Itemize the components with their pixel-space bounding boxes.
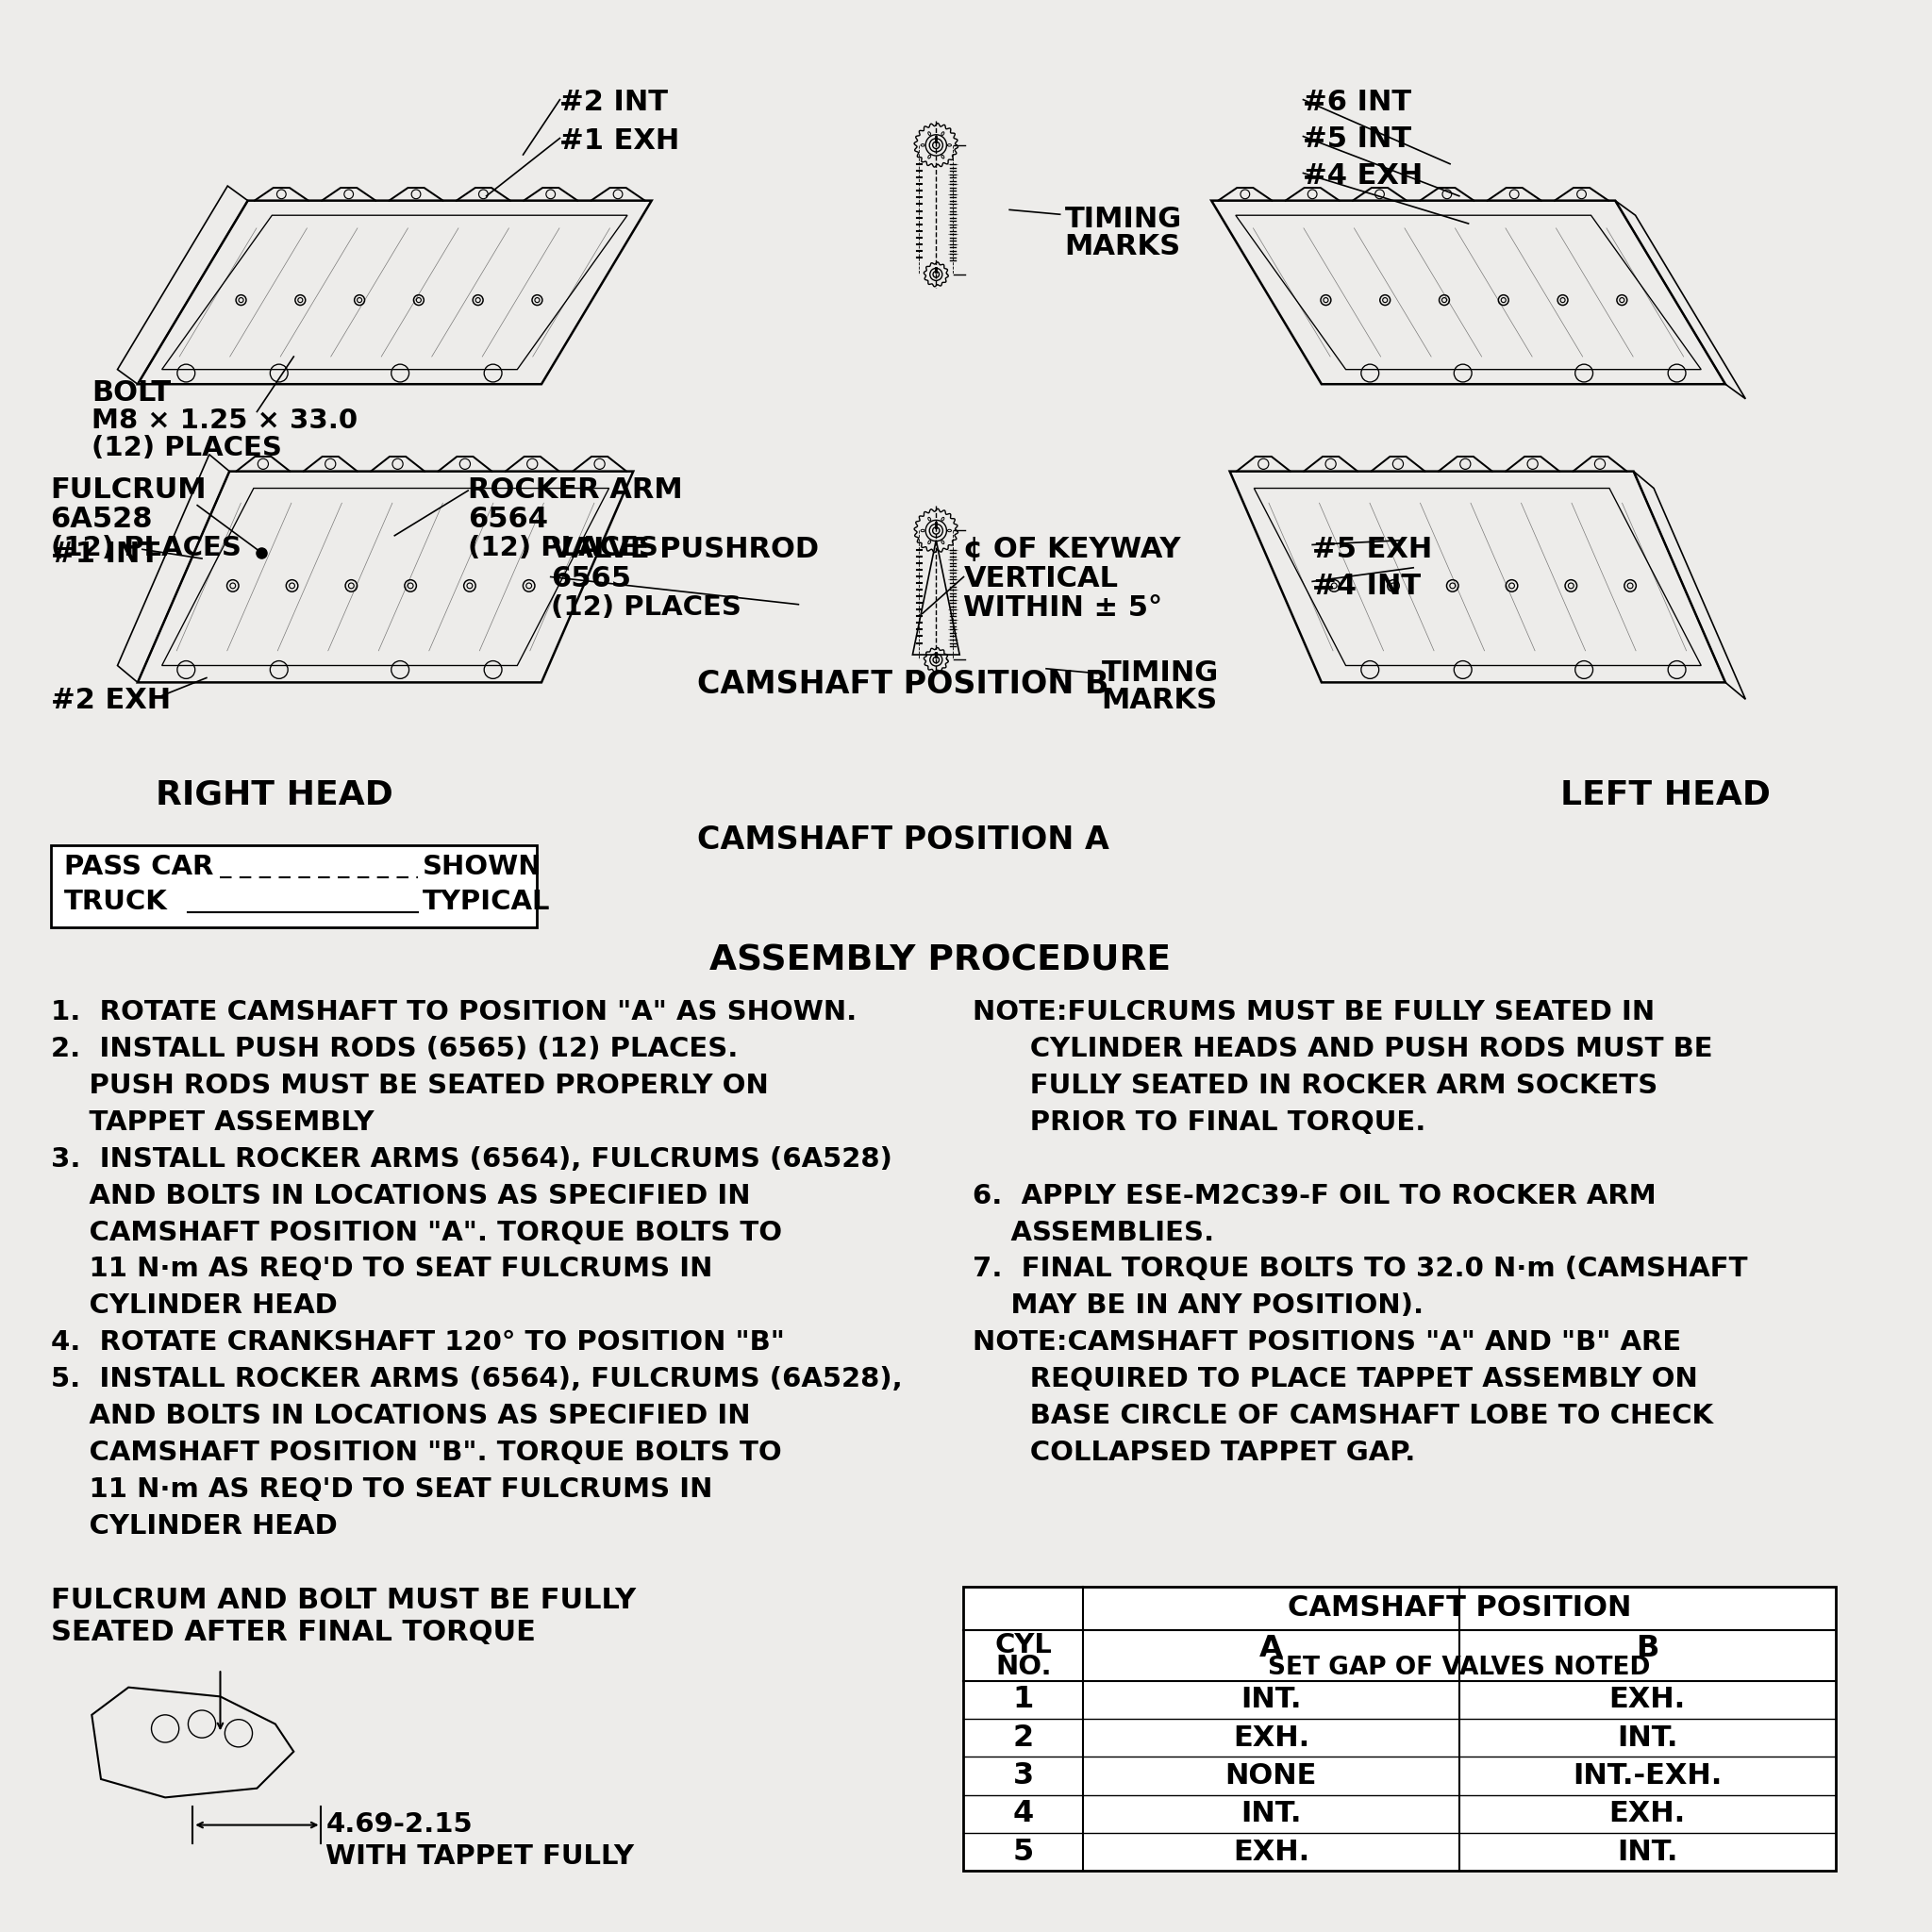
Text: TRUCK: TRUCK [64, 889, 168, 916]
Text: #1 EXH: #1 EXH [560, 128, 680, 155]
Text: ASSEMBLY PROCEDURE: ASSEMBLY PROCEDURE [709, 945, 1171, 978]
Text: B: B [1636, 1633, 1660, 1663]
Text: FULCRUM AND BOLT MUST BE FULLY: FULCRUM AND BOLT MUST BE FULLY [50, 1586, 636, 1613]
Text: ROCKER ARM: ROCKER ARM [468, 475, 682, 502]
Text: CAMSHAFT POSITION "A". TORQUE BOLTS TO: CAMSHAFT POSITION "A". TORQUE BOLTS TO [50, 1219, 782, 1246]
Text: AND BOLTS IN LOCATIONS AS SPECIFIED IN: AND BOLTS IN LOCATIONS AS SPECIFIED IN [50, 1403, 750, 1430]
Text: WITHIN ± 5°: WITHIN ± 5° [964, 595, 1163, 622]
Text: ¢ OF KEYWAY: ¢ OF KEYWAY [964, 535, 1180, 562]
Text: CAMSHAFT POSITION "B". TORQUE BOLTS TO: CAMSHAFT POSITION "B". TORQUE BOLTS TO [50, 1439, 781, 1466]
Text: EXH.: EXH. [1233, 1723, 1310, 1752]
Text: 3.  INSTALL ROCKER ARMS (6564), FULCRUMS (6A528): 3. INSTALL ROCKER ARMS (6564), FULCRUMS … [50, 1146, 893, 1173]
Text: ASSEMBLIES.: ASSEMBLIES. [974, 1219, 1215, 1246]
Text: #2 INT: #2 INT [560, 89, 668, 116]
Text: BASE CIRCLE OF CAMSHAFT LOBE TO CHECK: BASE CIRCLE OF CAMSHAFT LOBE TO CHECK [974, 1403, 1714, 1430]
Text: VALVE PUSHROD: VALVE PUSHROD [551, 535, 819, 562]
Text: CYLINDER HEAD: CYLINDER HEAD [50, 1513, 336, 1540]
Text: EXH.: EXH. [1609, 1801, 1685, 1828]
Text: #1 INT: #1 INT [50, 541, 158, 568]
Text: CYL: CYL [995, 1633, 1053, 1660]
Text: #5 INT: #5 INT [1304, 126, 1412, 153]
Text: SHOWN: SHOWN [423, 854, 541, 881]
Text: CYLINDER HEAD: CYLINDER HEAD [50, 1293, 336, 1320]
Text: CYLINDER HEADS AND PUSH RODS MUST BE: CYLINDER HEADS AND PUSH RODS MUST BE [974, 1036, 1714, 1063]
Text: RIGHT HEAD: RIGHT HEAD [156, 779, 394, 811]
Text: 1: 1 [1012, 1685, 1034, 1714]
Text: WITH TAPPET FULLY: WITH TAPPET FULLY [327, 1843, 634, 1870]
Text: EXH.: EXH. [1233, 1837, 1310, 1866]
Text: MAY BE IN ANY POSITION).: MAY BE IN ANY POSITION). [974, 1293, 1424, 1320]
Text: INT.: INT. [1617, 1837, 1677, 1866]
Text: PRIOR TO FINAL TORQUE.: PRIOR TO FINAL TORQUE. [974, 1109, 1426, 1136]
Text: MARKS: MARKS [1065, 232, 1180, 261]
Text: NO.: NO. [995, 1654, 1051, 1681]
Text: TIMING: TIMING [1065, 205, 1182, 232]
Text: NONE: NONE [1225, 1762, 1318, 1789]
Text: CAMSHAFT POSITION A: CAMSHAFT POSITION A [697, 825, 1109, 856]
Text: #5 EXH: #5 EXH [1312, 535, 1432, 562]
Text: VERTICAL: VERTICAL [964, 564, 1119, 593]
Text: REQUIRED TO PLACE TAPPET ASSEMBLY ON: REQUIRED TO PLACE TAPPET ASSEMBLY ON [974, 1366, 1698, 1393]
Text: 11 N·m AS REQ'D TO SEAT FULCRUMS IN: 11 N·m AS REQ'D TO SEAT FULCRUMS IN [50, 1476, 713, 1503]
Text: PASS CAR: PASS CAR [64, 854, 214, 881]
Text: CAMSHAFT POSITION: CAMSHAFT POSITION [1287, 1594, 1631, 1623]
Text: #4 INT: #4 INT [1312, 572, 1420, 599]
Text: (12) PLACES: (12) PLACES [468, 535, 659, 560]
Bar [50, 844, 537, 927]
Text: 6564: 6564 [468, 506, 549, 533]
Text: EXH.: EXH. [1609, 1687, 1685, 1714]
Text: FULCRUM: FULCRUM [50, 475, 207, 502]
Text: 1.  ROTATE CAMSHAFT TO POSITION "A" AS SHOWN.: 1. ROTATE CAMSHAFT TO POSITION "A" AS SH… [50, 999, 856, 1026]
Text: 5: 5 [1012, 1837, 1034, 1866]
Text: M8 × 1.25 × 33.0: M8 × 1.25 × 33.0 [93, 408, 357, 433]
Text: BOLT: BOLT [93, 379, 172, 408]
Text: INT.: INT. [1240, 1687, 1302, 1714]
Text: INT.: INT. [1240, 1801, 1302, 1828]
Text: TAPPET ASSEMBLY: TAPPET ASSEMBLY [50, 1109, 373, 1136]
Bar [964, 1586, 1835, 1870]
Text: 4.69-2.15: 4.69-2.15 [327, 1810, 473, 1837]
Text: (12) PLACES: (12) PLACES [551, 595, 742, 620]
Text: TIMING: TIMING [1101, 659, 1219, 688]
Text: LEFT HEAD: LEFT HEAD [1561, 779, 1770, 811]
Text: NOTE:CAMSHAFT POSITIONS "A" AND "B" ARE: NOTE:CAMSHAFT POSITIONS "A" AND "B" ARE [974, 1329, 1681, 1356]
Text: NOTE:FULCRUMS MUST BE FULLY SEATED IN: NOTE:FULCRUMS MUST BE FULLY SEATED IN [974, 999, 1656, 1026]
Text: #4 EXH: #4 EXH [1304, 162, 1424, 189]
Text: INT.-EXH.: INT.-EXH. [1573, 1762, 1721, 1789]
Text: FULLY SEATED IN ROCKER ARM SOCKETS: FULLY SEATED IN ROCKER ARM SOCKETS [974, 1072, 1658, 1099]
Text: 2.  INSTALL PUSH RODS (6565) (12) PLACES.: 2. INSTALL PUSH RODS (6565) (12) PLACES. [50, 1036, 738, 1063]
Text: SEATED AFTER FINAL TORQUE: SEATED AFTER FINAL TORQUE [50, 1619, 535, 1646]
Text: 11 N·m AS REQ'D TO SEAT FULCRUMS IN: 11 N·m AS REQ'D TO SEAT FULCRUMS IN [50, 1256, 713, 1283]
Text: 7.  FINAL TORQUE BOLTS TO 32.0 N·m (CAMSHAFT: 7. FINAL TORQUE BOLTS TO 32.0 N·m (CAMSH… [974, 1256, 1748, 1283]
Text: (12) PLACES: (12) PLACES [50, 535, 242, 560]
Text: (12) PLACES: (12) PLACES [93, 435, 282, 462]
Text: 6.  APPLY ESE-M2C39-F OIL TO ROCKER ARM: 6. APPLY ESE-M2C39-F OIL TO ROCKER ARM [974, 1182, 1656, 1209]
Text: 6A528: 6A528 [50, 506, 153, 533]
Text: PUSH RODS MUST BE SEATED PROPERLY ON: PUSH RODS MUST BE SEATED PROPERLY ON [50, 1072, 769, 1099]
Text: #6 INT: #6 INT [1304, 89, 1412, 116]
Text: 4: 4 [1012, 1799, 1034, 1828]
Text: AND BOLTS IN LOCATIONS AS SPECIFIED IN: AND BOLTS IN LOCATIONS AS SPECIFIED IN [50, 1182, 750, 1209]
Text: COLLAPSED TAPPET GAP.: COLLAPSED TAPPET GAP. [974, 1439, 1416, 1466]
Text: 3: 3 [1012, 1762, 1034, 1791]
Text: 5.  INSTALL ROCKER ARMS (6564), FULCRUMS (6A528),: 5. INSTALL ROCKER ARMS (6564), FULCRUMS … [50, 1366, 902, 1393]
Text: 6565: 6565 [551, 564, 632, 593]
Text: MARKS: MARKS [1101, 688, 1217, 715]
Text: #2 EXH: #2 EXH [50, 688, 170, 715]
Text: INT.: INT. [1617, 1723, 1677, 1752]
Text: 4.  ROTATE CRANKSHAFT 120° TO POSITION "B": 4. ROTATE CRANKSHAFT 120° TO POSITION "B… [50, 1329, 784, 1356]
Text: 2: 2 [1012, 1723, 1034, 1752]
Text: SET GAP OF VALVES NOTED: SET GAP OF VALVES NOTED [1267, 1656, 1650, 1681]
Text: TYPICAL: TYPICAL [423, 889, 551, 916]
Text: A: A [1260, 1633, 1283, 1663]
Text: CAMSHAFT POSITION B: CAMSHAFT POSITION B [697, 668, 1109, 699]
